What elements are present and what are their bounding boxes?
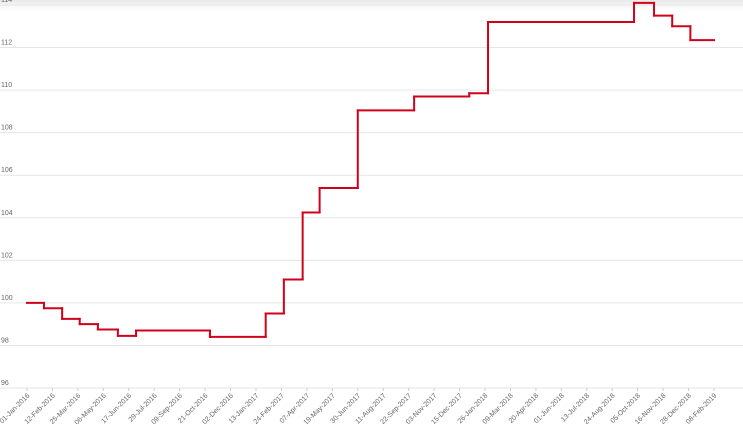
y-tick-label: 96 bbox=[1, 380, 9, 387]
y-tick-label: 106 bbox=[1, 167, 13, 174]
y-tick-label: 114 bbox=[1, 0, 12, 4]
y-tick-label: 100 bbox=[1, 295, 13, 302]
y-tick-label: 110 bbox=[1, 82, 12, 89]
y-tick-label: 108 bbox=[1, 125, 13, 132]
y-tick-label: 112 bbox=[1, 40, 12, 47]
y-tick-label: 104 bbox=[1, 210, 13, 217]
labels: 969810010210410610811011211401-Jan-20161… bbox=[0, 0, 718, 424]
y-tick-label: 102 bbox=[1, 252, 13, 259]
top-shade bbox=[0, 0, 743, 14]
y-tick-label: 98 bbox=[1, 337, 9, 344]
grid bbox=[0, 4, 743, 391]
plot bbox=[26, 1, 715, 338]
